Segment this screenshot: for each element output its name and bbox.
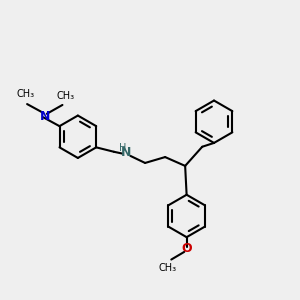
Text: CH₃: CH₃ bbox=[159, 263, 177, 273]
Text: CH₃: CH₃ bbox=[16, 89, 35, 99]
Text: N: N bbox=[40, 110, 50, 123]
Text: O: O bbox=[181, 242, 192, 255]
Text: N: N bbox=[122, 146, 132, 159]
Text: H: H bbox=[119, 142, 126, 153]
Text: CH₃: CH₃ bbox=[56, 91, 74, 100]
